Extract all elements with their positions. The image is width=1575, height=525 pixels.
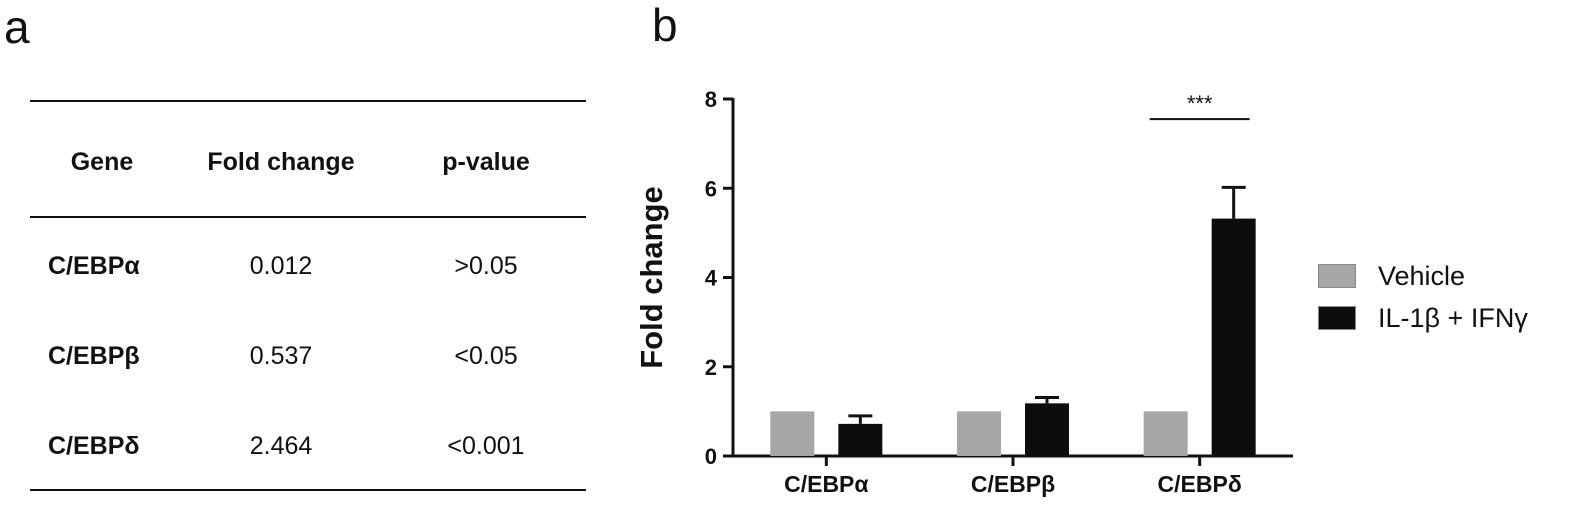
table-row-gene: C/EBPδ <box>48 432 140 460</box>
table-row-p-value: >0.05 <box>454 252 518 280</box>
table-top-rule <box>30 100 586 102</box>
panel-label-b: b <box>652 0 678 51</box>
y-tick-label: 0 <box>705 444 717 469</box>
table-row-p-value: <0.05 <box>454 342 518 370</box>
y-tick-label: 6 <box>705 176 717 201</box>
y-axis-label: Fold change <box>634 186 669 369</box>
table-header-gene: Gene <box>70 148 134 176</box>
significance-label: *** <box>1187 91 1213 116</box>
table-row-p-value: <0.001 <box>447 432 525 460</box>
bar-vehicle <box>770 411 815 456</box>
bar-vehicle <box>1143 411 1188 456</box>
y-tick-label: 4 <box>705 266 718 291</box>
table-header-fold-change: Fold change <box>207 148 355 176</box>
table-row-gene: C/EBPβ <box>48 342 140 370</box>
table-header-rule <box>30 216 586 218</box>
table-row-gene: C/EBPα <box>48 252 140 280</box>
bar-treatment <box>1211 218 1256 456</box>
legend-swatch-treatment <box>1318 306 1356 330</box>
table-bottom-rule <box>30 489 586 491</box>
x-tick-label: C/EBPδ <box>1158 471 1242 497</box>
y-tick-label: 2 <box>705 355 717 380</box>
fold-change-bar-chart: 0 2 4 6 8 Fold change C/EBPα C/EBPβ C/EBPδ *** <box>634 87 1293 497</box>
y-tick-label: 8 <box>705 87 717 112</box>
bar-treatment <box>1025 403 1069 456</box>
x-tick-label: C/EBPα <box>784 471 868 497</box>
legend-label-vehicle: Vehicle <box>1378 261 1466 291</box>
bar-treatment <box>838 423 883 456</box>
table-row-fold-change: 0.012 <box>249 252 313 280</box>
legend-label-treatment: IL-1β + IFNγ <box>1378 303 1528 333</box>
table-header-p-value: p-value <box>442 148 530 176</box>
table-row-fold-change: 2.464 <box>249 432 313 460</box>
legend-swatch-vehicle <box>1318 264 1356 288</box>
x-tick-label: C/EBPβ <box>971 471 1055 497</box>
bar-vehicle <box>957 411 1001 456</box>
panel-label-a: a <box>4 1 30 53</box>
table-row-fold-change: 0.537 <box>249 342 313 370</box>
